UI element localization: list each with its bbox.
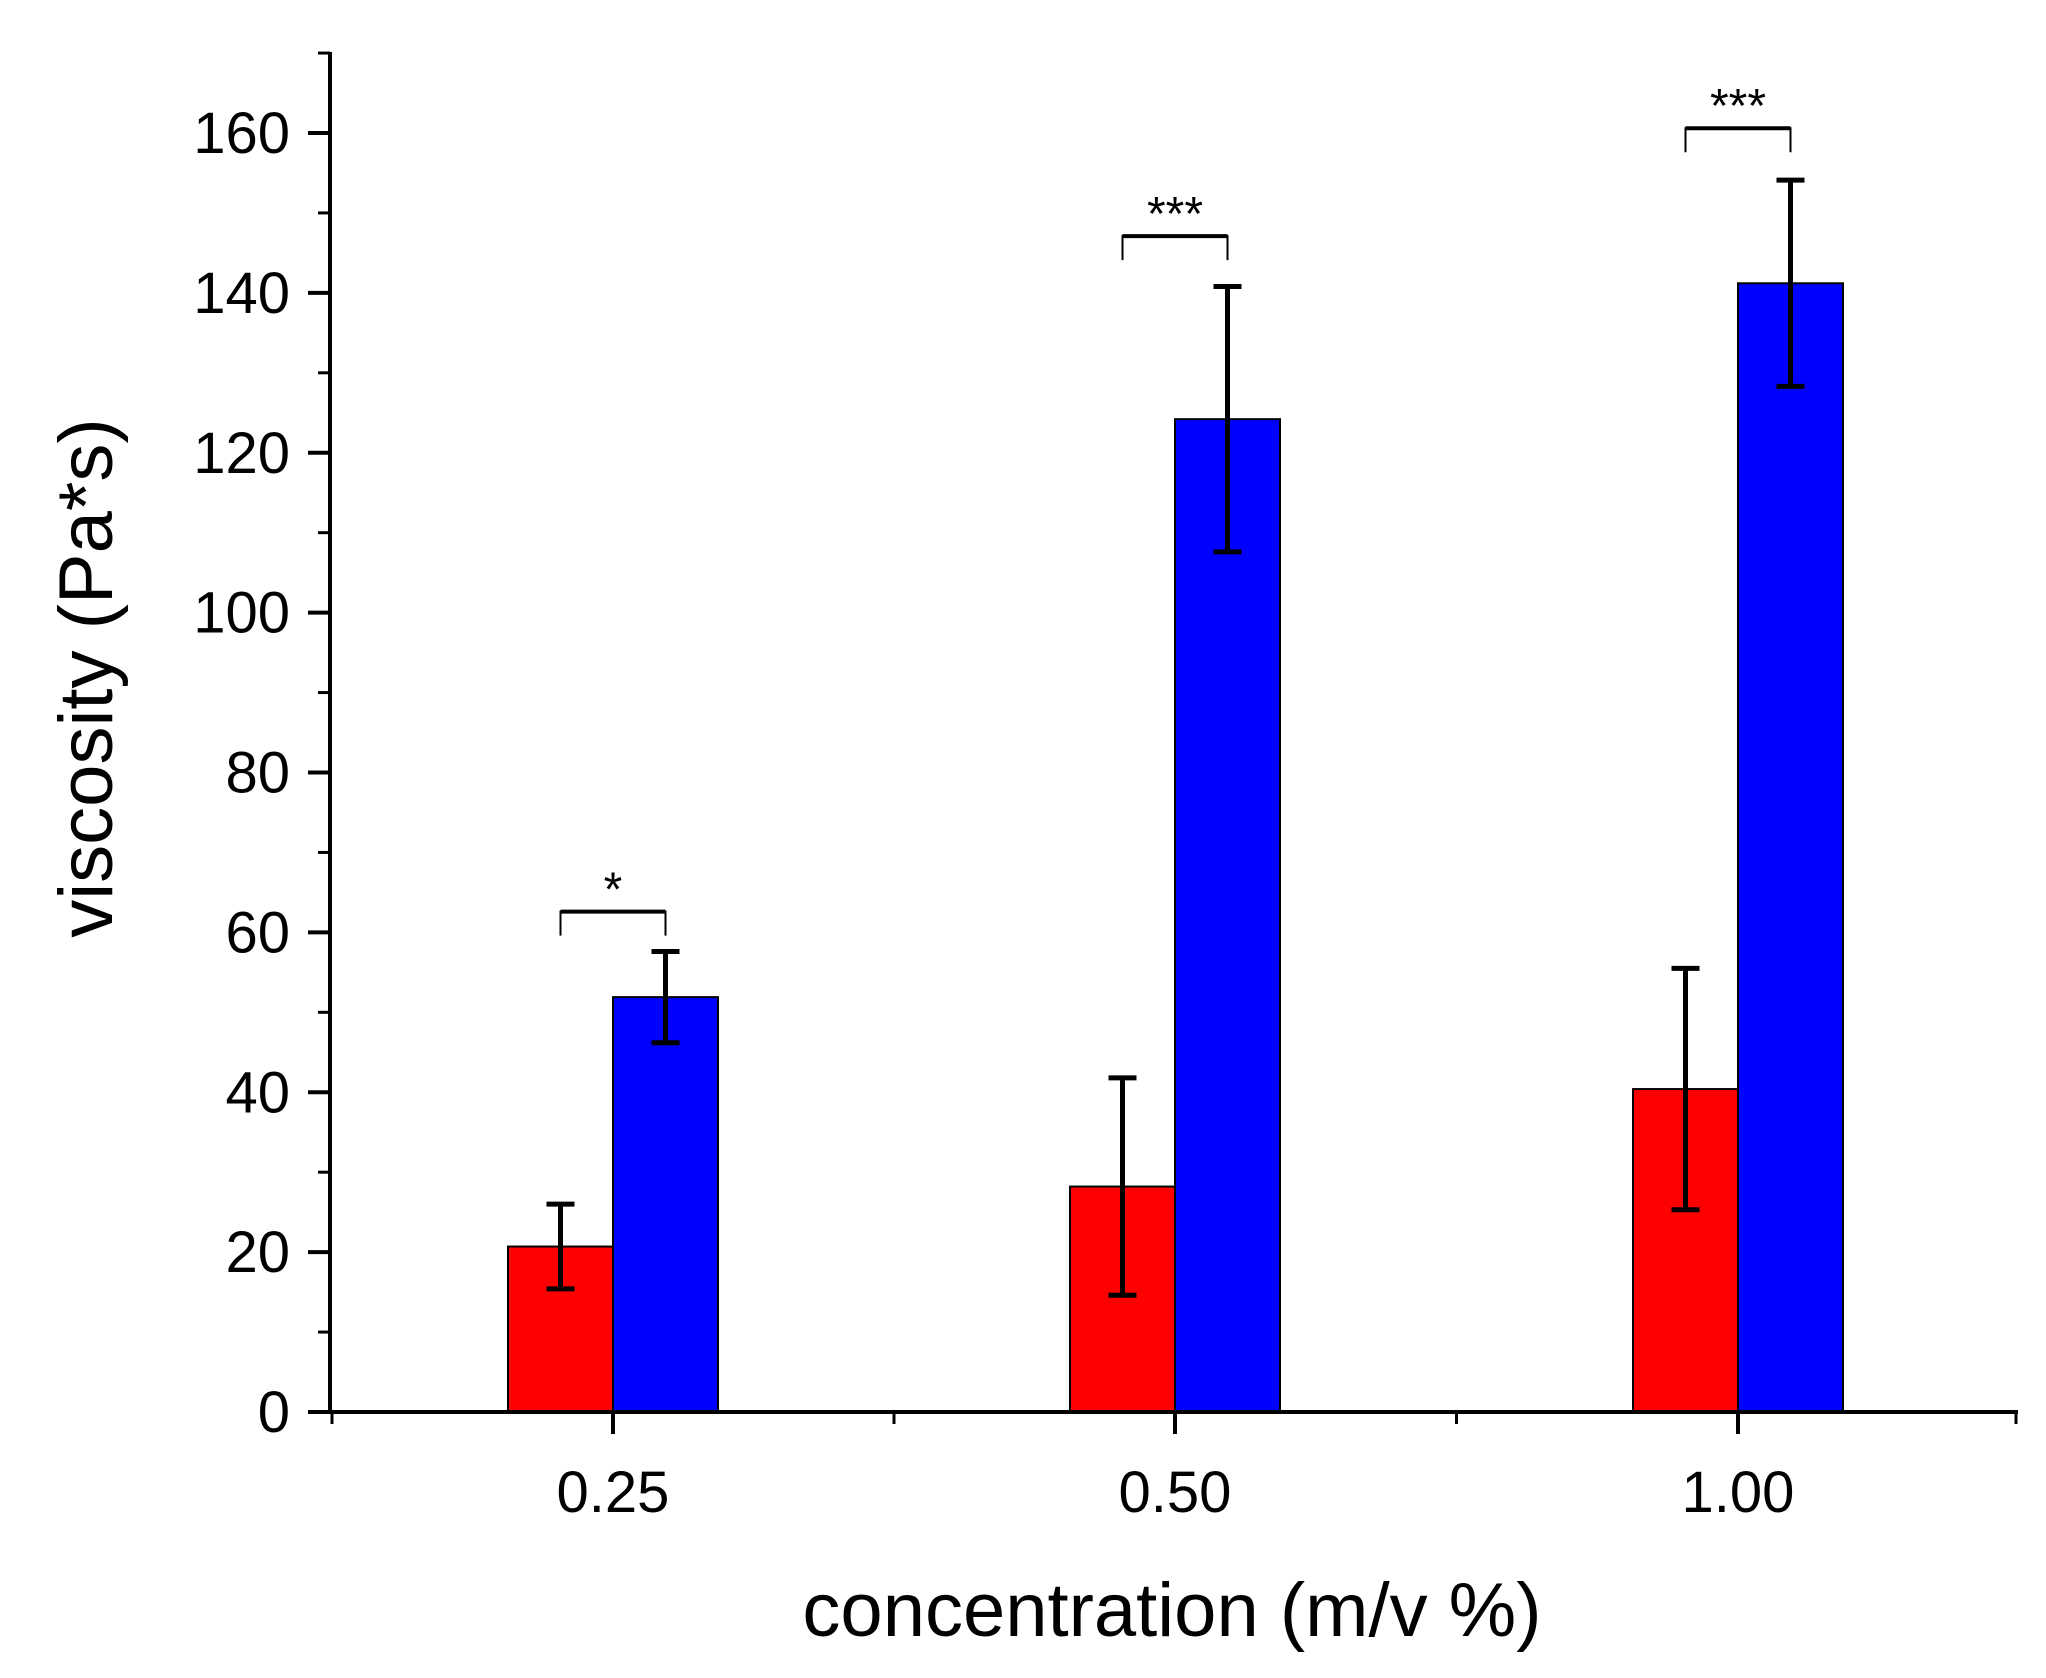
x-tick-label-0.25: 0.25 (557, 1460, 670, 1525)
significance-layer: ******* (559, 80, 1792, 936)
significance-label-0.50: *** (1147, 188, 1203, 241)
y-tick-label-120: 120 (193, 421, 290, 486)
y-tick-label-140: 140 (193, 261, 290, 326)
x-tick-label-1.00: 1.00 (1682, 1460, 1795, 1525)
significance-label-1.00: *** (1710, 80, 1766, 133)
error-bars-layer (546, 177, 1805, 1298)
y-tick-label-80: 80 (225, 741, 290, 806)
y-tick-label-160: 160 (193, 101, 290, 166)
y-tick-label-0: 0 (258, 1380, 290, 1445)
y-tick-label-100: 100 (193, 581, 290, 646)
axes-layer: 0 20 40 60 80 100 120 140 160 0.25 0.50 1.00 (193, 51, 2018, 1525)
y-tick-label-20: 20 (225, 1220, 290, 1285)
x-axis-title: concentration (m/v %) (802, 1568, 1541, 1653)
significance-label-0.25: * (604, 864, 623, 917)
y-tick-label-60: 60 (225, 900, 290, 965)
bars-layer (507, 282, 1844, 1414)
bar-series-blue-0.25 (612, 996, 719, 1413)
y-tick-label-40: 40 (225, 1060, 290, 1125)
bar-series-blue-0.50 (1174, 418, 1281, 1413)
bar-series-blue-1.00 (1737, 282, 1844, 1414)
y-axis-title: viscosity (Pa*s) (44, 418, 129, 937)
x-tick-label-0.50: 0.50 (1119, 1460, 1232, 1525)
